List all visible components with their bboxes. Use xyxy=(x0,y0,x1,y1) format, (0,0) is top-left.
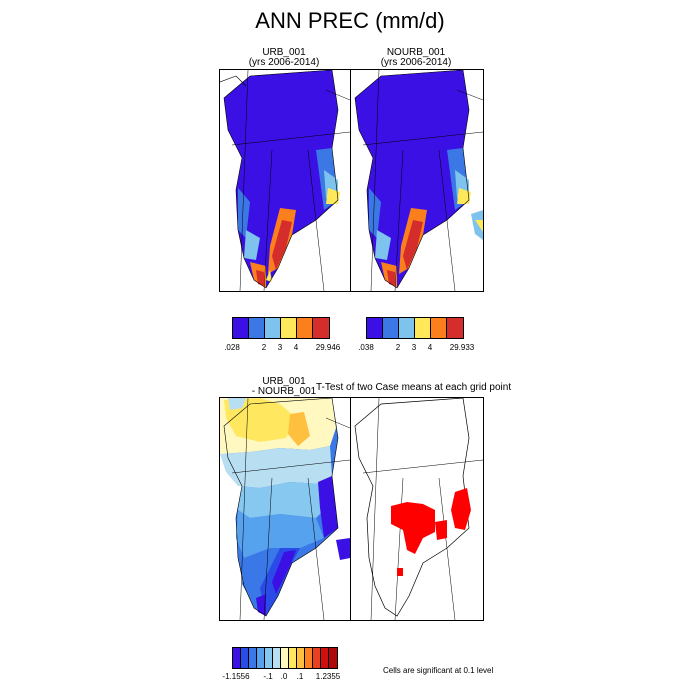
colorbar-case1-ticks: .028 2 3 4 29.946 xyxy=(224,343,340,355)
colorbar-case2-ticks: .038 2 3 4 29.933 xyxy=(358,343,474,355)
panel-title-ttest: T-Test of two Case means at each grid po… xyxy=(316,382,512,393)
map-panel-diff xyxy=(219,397,351,621)
colorbar-diff-tick: .0 xyxy=(280,672,288,681)
colorbar-case1 xyxy=(232,317,330,339)
map-panel-case1 xyxy=(219,69,351,292)
colorbar-case1-swatches xyxy=(233,318,329,338)
figure-title: ANN PREC (mm/d) xyxy=(255,8,445,33)
case1-years: (yrs 2006-2014) xyxy=(248,57,320,68)
colorbar-case1-tick: 4 xyxy=(293,343,299,352)
colorbar-case2-tick: 4 xyxy=(427,343,433,352)
colorbar-case2-tick: .038 xyxy=(358,343,374,352)
significance-note: Cells are significant at 0.1 level xyxy=(383,666,494,675)
colorbar-diff-tick: -1.1556 xyxy=(222,672,250,681)
colorbar-case2-tick: 29.933 xyxy=(449,343,475,352)
case2-years: (yrs 2006-2014) xyxy=(380,57,452,68)
case1-name: URB_001 xyxy=(262,47,306,58)
colorbar-case2-tick: 3 xyxy=(411,343,417,352)
colorbar-case1-tick: 3 xyxy=(277,343,283,352)
colorbar-case2 xyxy=(366,317,464,339)
colorbar-case1-tick: 29.946 xyxy=(315,343,341,352)
colorbar-case1-tick: .028 xyxy=(224,343,240,352)
panel-title-case1: URB_001 (yrs 2006-2014) xyxy=(219,48,349,68)
colorbar-diff-tick: -.1 xyxy=(263,672,273,681)
map-panel-ttest xyxy=(350,397,484,621)
case2-name: NOURB_001 xyxy=(386,47,446,58)
panel-title-case2: NOURB_001 (yrs 2006-2014) xyxy=(350,48,482,68)
map-panel-case2 xyxy=(350,69,484,292)
colorbar-case2-tick: 2 xyxy=(395,343,401,352)
colorbar-case2-swatches xyxy=(367,318,463,338)
colorbar-diff-tick: .1 xyxy=(296,672,304,681)
panel-title-diff: URB_001 - NOURB_001 xyxy=(236,377,332,397)
colorbar-diff-swatches xyxy=(233,648,337,668)
diff-line2: - NOURB_001 xyxy=(251,386,317,397)
colorbar-diff xyxy=(232,647,338,669)
diff-line1: URB_001 xyxy=(262,376,306,387)
colorbar-diff-tick: 1.2355 xyxy=(315,672,341,681)
colorbar-case1-tick: 2 xyxy=(261,343,267,352)
colorbar-diff-ticks: -1.1556 -.1 .0 .1 1.2355 xyxy=(222,672,341,684)
